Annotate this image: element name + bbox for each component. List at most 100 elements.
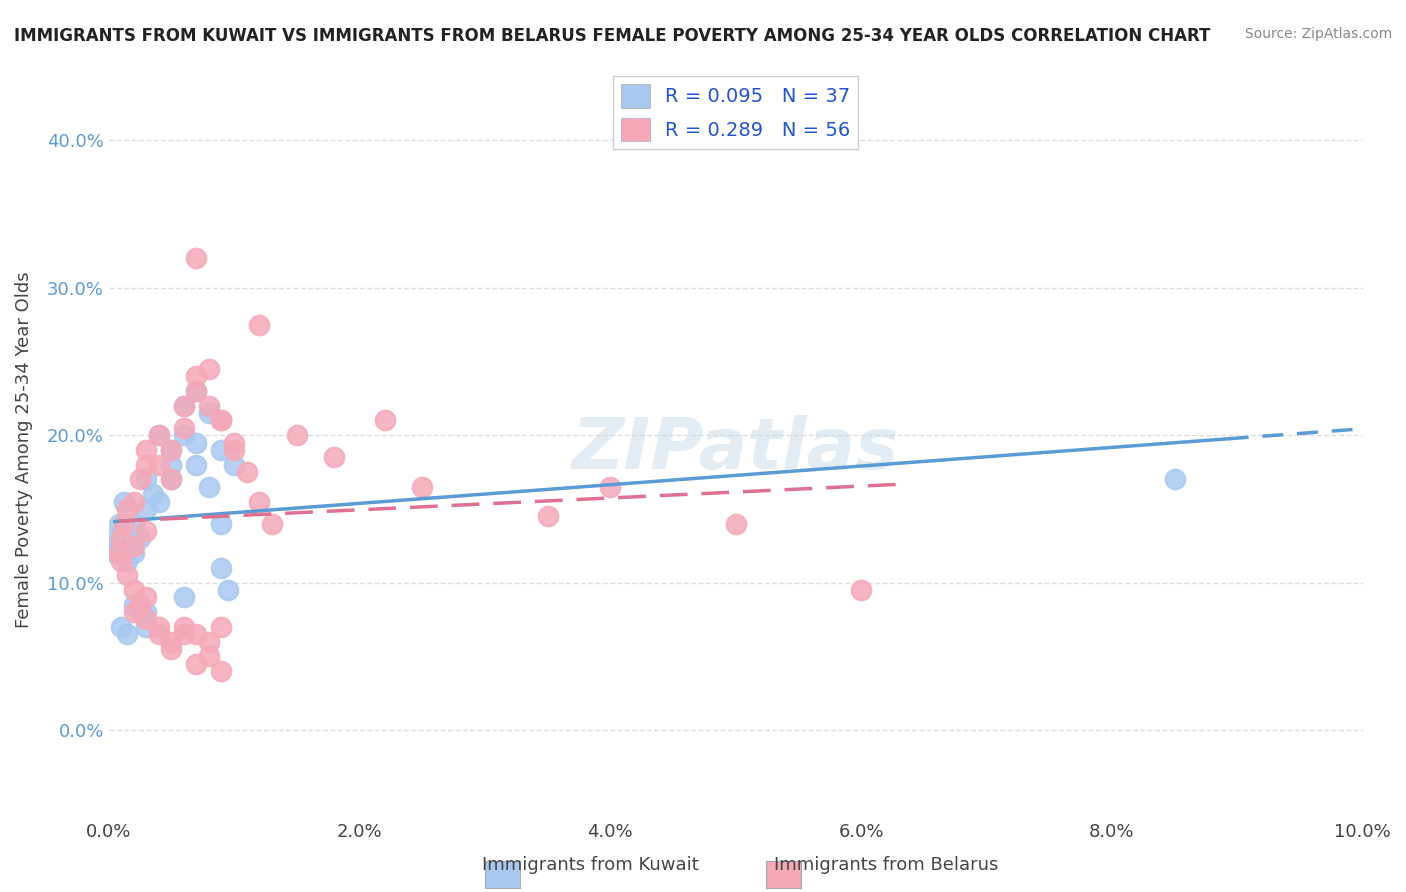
- Point: [117, 553, 139, 567]
- Point: [122, 546, 145, 560]
- Point: [211, 413, 233, 427]
- Point: [198, 399, 221, 413]
- Point: [186, 369, 208, 384]
- Point: [129, 598, 152, 612]
- Point: [112, 494, 135, 508]
- Point: [411, 480, 433, 494]
- Point: [104, 546, 127, 560]
- Point: [186, 657, 208, 671]
- Point: [122, 582, 145, 597]
- Y-axis label: Female Poverty Among 25-34 Year Olds: Female Poverty Among 25-34 Year Olds: [15, 272, 32, 628]
- Text: ZIPatlas: ZIPatlas: [572, 416, 900, 484]
- Point: [186, 252, 208, 266]
- Point: [173, 591, 195, 605]
- Point: [122, 605, 145, 619]
- Point: [122, 539, 145, 553]
- Point: [285, 428, 308, 442]
- Point: [173, 421, 195, 435]
- Point: [141, 487, 163, 501]
- Point: [148, 458, 170, 472]
- Point: [122, 598, 145, 612]
- Point: [110, 620, 132, 634]
- Point: [536, 509, 558, 524]
- Point: [135, 591, 157, 605]
- Point: [122, 494, 145, 508]
- Point: [110, 532, 132, 546]
- Point: [247, 494, 270, 508]
- Point: [160, 634, 183, 648]
- Point: [323, 450, 346, 465]
- Text: Immigrants from Kuwait: Immigrants from Kuwait: [482, 856, 699, 874]
- Point: [198, 362, 221, 376]
- Point: [117, 627, 139, 641]
- Point: [198, 480, 221, 494]
- Point: [186, 384, 208, 398]
- Point: [148, 428, 170, 442]
- Point: [135, 472, 157, 486]
- Point: [104, 532, 127, 546]
- Point: [186, 384, 208, 398]
- Text: Immigrants from Belarus: Immigrants from Belarus: [773, 856, 998, 874]
- Point: [129, 605, 152, 619]
- Point: [849, 582, 872, 597]
- Point: [135, 524, 157, 538]
- Text: Source: ZipAtlas.com: Source: ZipAtlas.com: [1244, 27, 1392, 41]
- Point: [117, 568, 139, 582]
- Point: [160, 458, 183, 472]
- Point: [186, 458, 208, 472]
- Point: [122, 516, 145, 531]
- Point: [173, 399, 195, 413]
- Point: [135, 458, 157, 472]
- Point: [724, 516, 747, 531]
- Point: [211, 516, 233, 531]
- Point: [135, 612, 157, 626]
- Point: [211, 561, 233, 575]
- Point: [160, 442, 183, 457]
- Point: [211, 620, 233, 634]
- Point: [148, 620, 170, 634]
- Point: [112, 516, 135, 531]
- Text: IMMIGRANTS FROM KUWAIT VS IMMIGRANTS FROM BELARUS FEMALE POVERTY AMONG 25-34 YEA: IMMIGRANTS FROM KUWAIT VS IMMIGRANTS FRO…: [14, 27, 1211, 45]
- Point: [1163, 472, 1185, 486]
- Point: [135, 502, 157, 516]
- Point: [148, 428, 170, 442]
- Point: [222, 458, 245, 472]
- Point: [599, 480, 621, 494]
- Point: [129, 472, 152, 486]
- Legend: R = 0.095   N = 37, R = 0.289   N = 56: R = 0.095 N = 37, R = 0.289 N = 56: [613, 77, 859, 149]
- Point: [198, 406, 221, 420]
- Point: [117, 502, 139, 516]
- Point: [160, 472, 183, 486]
- Point: [135, 605, 157, 619]
- Point: [110, 553, 132, 567]
- Point: [186, 627, 208, 641]
- Point: [222, 442, 245, 457]
- Point: [211, 664, 233, 678]
- Point: [135, 442, 157, 457]
- Point: [222, 435, 245, 450]
- Point: [247, 318, 270, 332]
- Point: [135, 620, 157, 634]
- Point: [173, 627, 195, 641]
- Point: [217, 582, 239, 597]
- Point: [211, 413, 233, 427]
- Point: [160, 472, 183, 486]
- Point: [148, 494, 170, 508]
- Point: [107, 516, 129, 531]
- Point: [186, 435, 208, 450]
- Point: [211, 442, 233, 457]
- Point: [160, 642, 183, 657]
- Point: [198, 649, 221, 664]
- Point: [373, 413, 395, 427]
- Point: [173, 399, 195, 413]
- Point: [110, 546, 132, 560]
- Point: [173, 428, 195, 442]
- Point: [148, 627, 170, 641]
- Point: [198, 634, 221, 648]
- Point: [260, 516, 283, 531]
- Point: [129, 532, 152, 546]
- Point: [107, 546, 129, 560]
- Point: [173, 620, 195, 634]
- Point: [160, 442, 183, 457]
- Point: [235, 465, 257, 479]
